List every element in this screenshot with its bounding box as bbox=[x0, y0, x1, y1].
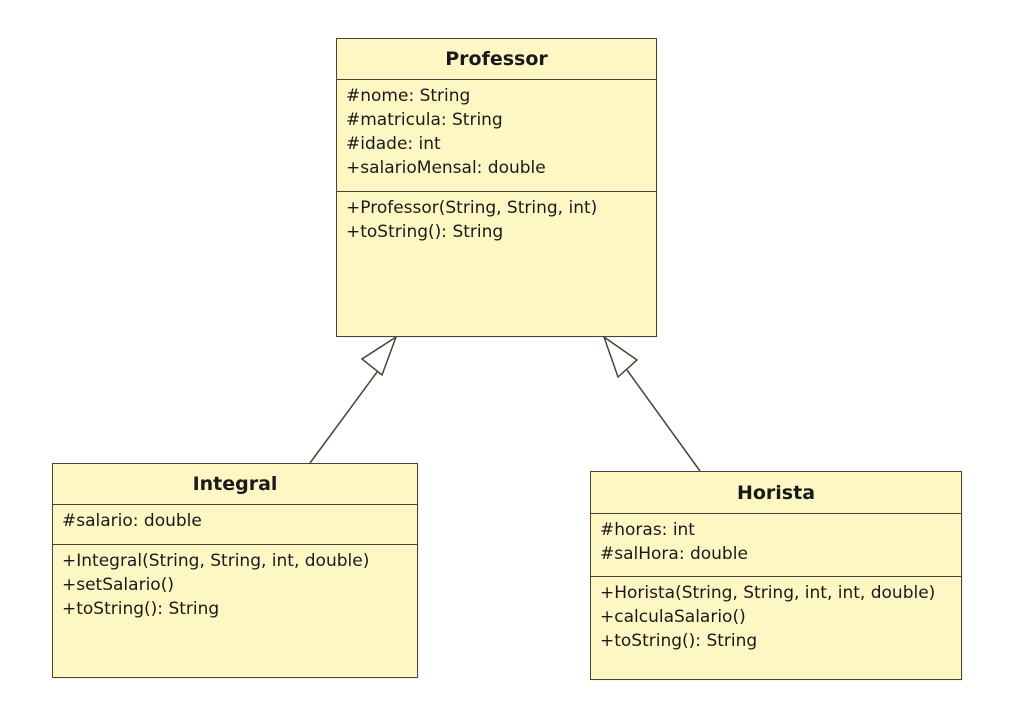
class-professor[interactable]: Professor #nome: String #matricula: Stri… bbox=[336, 38, 657, 337]
class-horista-name: Horista bbox=[591, 472, 961, 514]
class-horista-title: Horista bbox=[736, 481, 816, 504]
class-integral-attributes: #salario: double bbox=[53, 505, 417, 545]
class-professor-attributes: #nome: String #matricula: String #idade:… bbox=[337, 80, 656, 192]
class-professor-operations: +Professor(String, String, int) +toStrin… bbox=[337, 192, 656, 248]
class-integral[interactable]: Integral #salario: double +Integral(Stri… bbox=[52, 463, 418, 678]
attribute: +salarioMensal: double bbox=[346, 158, 546, 178]
operation: +toString(): String bbox=[600, 631, 758, 651]
class-professor-title: Professor bbox=[445, 48, 548, 70]
operation: +Integral(String, String, int, double) bbox=[62, 551, 370, 571]
generalization-integral-to-professor bbox=[309, 335, 398, 464]
operation: +toString(): String bbox=[346, 222, 504, 242]
class-horista[interactable]: Horista #horas: int #salHora: double +Ho… bbox=[590, 471, 962, 680]
class-integral-title: Integral bbox=[192, 473, 278, 495]
class-integral-name: Integral bbox=[53, 464, 417, 505]
operation: +setSalario() bbox=[62, 575, 174, 595]
operation: +Horista(String, String, int, int, doubl… bbox=[600, 583, 936, 603]
generalization-line-horista bbox=[626, 369, 701, 472]
attribute: #horas: int bbox=[600, 520, 695, 540]
operation: +calculaSalario() bbox=[600, 607, 746, 627]
generalization-arrowhead-integral bbox=[360, 335, 398, 377]
class-professor-name: Professor bbox=[337, 39, 656, 80]
class-horista-attributes: #horas: int #salHora: double bbox=[591, 514, 961, 577]
attribute: #nome: String bbox=[346, 86, 471, 106]
attribute: #salario: double bbox=[62, 511, 202, 531]
generalization-arrowhead-horista bbox=[602, 335, 639, 379]
operation: +toString(): String bbox=[62, 599, 220, 619]
attribute: #salHora: double bbox=[600, 544, 748, 564]
class-horista-operations: +Horista(String, String, int, int, doubl… bbox=[591, 577, 961, 657]
class-integral-operations: +Integral(String, String, int, double) +… bbox=[53, 545, 417, 625]
generalization-line-integral bbox=[309, 367, 381, 464]
operation: +Professor(String, String, int) bbox=[346, 198, 598, 218]
attribute: #idade: int bbox=[346, 134, 441, 154]
generalization-horista-to-professor bbox=[602, 335, 701, 472]
attribute: #matricula: String bbox=[346, 110, 503, 130]
